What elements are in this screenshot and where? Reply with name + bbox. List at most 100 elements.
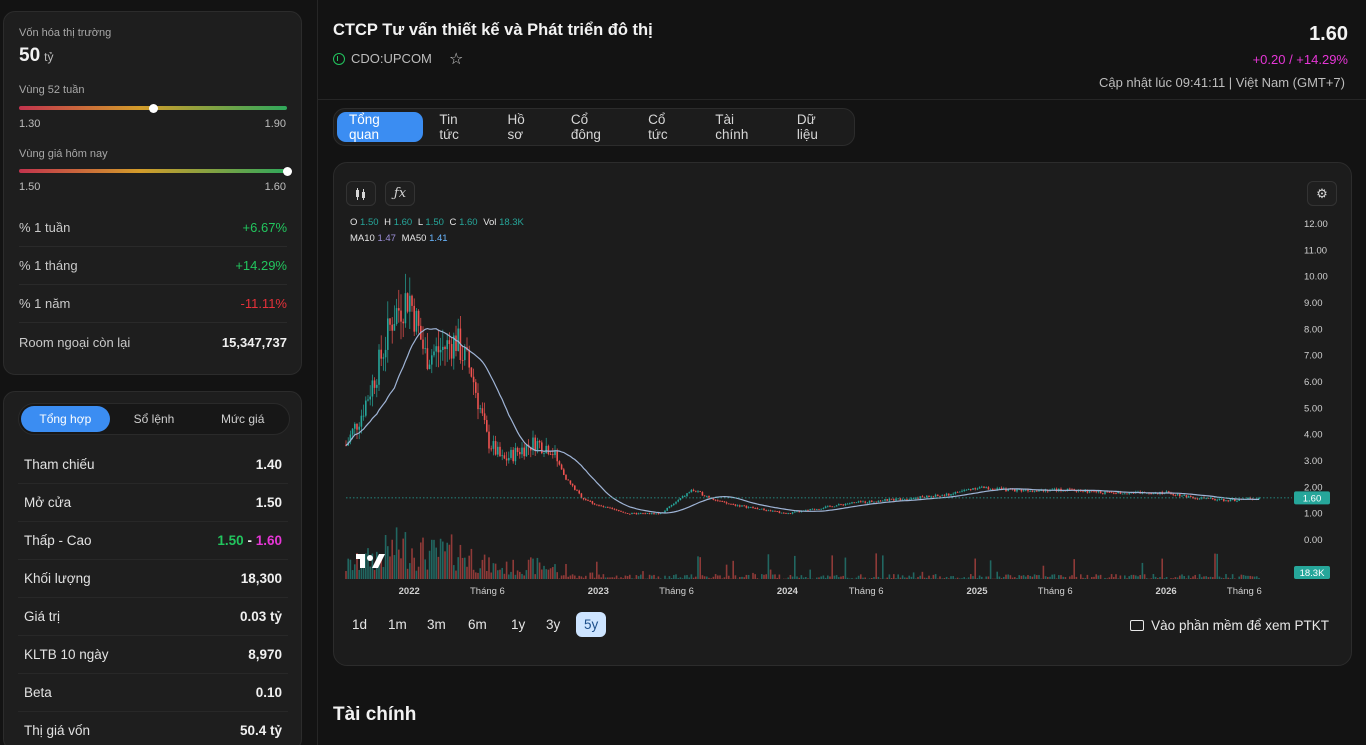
- volume-bar: [1242, 574, 1245, 579]
- volume-bar: [1152, 574, 1155, 579]
- star-icon[interactable]: ☆: [449, 51, 464, 68]
- candle-body: [655, 513, 657, 515]
- candle-body: [917, 497, 919, 499]
- candle-body: [435, 346, 437, 352]
- candle-body: [659, 513, 662, 514]
- segment-orderbook[interactable]: Sổ lệnh: [133, 412, 175, 426]
- candle-body: [574, 485, 576, 490]
- volume-bar: [391, 539, 393, 579]
- indicator-fx-icon[interactable]: ƒx: [385, 181, 415, 206]
- candle-body: [591, 501, 594, 504]
- range-5y[interactable]: 5y: [576, 612, 607, 637]
- tab-financials[interactable]: Tài chính: [715, 112, 749, 142]
- x-tick-label: Tháng 6: [659, 586, 694, 597]
- volume-bar: [1126, 578, 1128, 579]
- y-tick-label: 12.00: [1304, 219, 1328, 230]
- volume-bar: [1084, 578, 1086, 579]
- tab-dividends[interactable]: Cổ tức: [648, 112, 668, 142]
- volume-bar: [1099, 574, 1102, 579]
- volume-bar: [976, 578, 979, 579]
- volume-bar: [934, 574, 937, 579]
- trade-row-open: Mở cửa 1.50: [18, 484, 288, 522]
- range-3y[interactable]: 3y: [546, 617, 561, 632]
- segment-price-levels[interactable]: Mức giá: [220, 412, 265, 426]
- volume-bar: [1020, 575, 1023, 579]
- range-1y[interactable]: 1y: [511, 617, 526, 632]
- volume-bar: [1071, 575, 1073, 579]
- volume-bar: [941, 578, 943, 579]
- perf-row-1w: % 1 tuần +6.67%: [19, 209, 287, 247]
- trade-row-low-high: Thấp - Cao 1.50 - 1.60: [18, 522, 288, 560]
- volume-bar: [422, 537, 424, 579]
- candle-body: [547, 445, 550, 455]
- candle-body: [349, 434, 352, 442]
- candle-body: [875, 501, 877, 503]
- volume-bar: [963, 577, 965, 579]
- candle-body: [479, 408, 481, 410]
- candle-body: [1106, 491, 1108, 493]
- today-range-marker: [282, 166, 292, 176]
- trade-label: KLTB 10 ngày: [24, 647, 109, 662]
- volume-bar: [450, 534, 453, 579]
- volume-bar: [1082, 577, 1084, 579]
- candle-body: [1185, 495, 1188, 498]
- candlestick-icon[interactable]: [346, 181, 376, 206]
- candle-body: [831, 506, 833, 508]
- open-ptkt-link[interactable]: Vào phần mềm để xem PTKT: [1130, 618, 1329, 633]
- candle-body: [1117, 491, 1119, 494]
- tab-profile[interactable]: Hồ sơ: [507, 112, 525, 142]
- candle-body: [596, 504, 598, 506]
- volume-bar: [882, 555, 884, 579]
- volume-bar: [928, 575, 930, 579]
- candle-body: [1071, 488, 1073, 490]
- tab-data[interactable]: Dữ liệu: [796, 112, 818, 142]
- volume-bar: [1135, 575, 1137, 579]
- segment-summary[interactable]: Tổng hợp: [21, 406, 110, 432]
- candle-body: [532, 437, 534, 451]
- volume-bar: [547, 569, 550, 579]
- range-6m[interactable]: 6m: [468, 617, 487, 632]
- x-tick-label: 2023: [588, 586, 609, 597]
- volume-bar: [1064, 577, 1067, 579]
- range-1m[interactable]: 1m: [388, 617, 407, 632]
- candle-body: [1190, 495, 1192, 497]
- volume-bar: [519, 571, 521, 579]
- trade-row-value: Giá trị 0.03 tỷ: [18, 598, 288, 636]
- volume-bar: [1033, 574, 1036, 579]
- x-tick-label: 2026: [1156, 586, 1177, 597]
- candle-body: [1038, 490, 1040, 492]
- volume-bar: [888, 574, 891, 579]
- volume-bar: [1097, 575, 1100, 579]
- candle-body: [1174, 495, 1177, 496]
- candle-body: [838, 504, 840, 506]
- volume-bar: [921, 571, 924, 579]
- volume-bar: [1011, 577, 1014, 579]
- volume-bar: [778, 574, 781, 579]
- market-cap-value: 50 tỷ: [19, 45, 54, 66]
- volume-bar: [1130, 574, 1133, 579]
- candle-body: [1064, 490, 1067, 492]
- candle-body: [1126, 493, 1128, 495]
- candle-body: [703, 495, 706, 497]
- tab-overview[interactable]: Tổng quan: [337, 112, 424, 142]
- range52-marker: [148, 103, 158, 113]
- volume-bar: [1225, 574, 1227, 579]
- volume-bar: [719, 575, 721, 579]
- tab-news[interactable]: Tin tức: [439, 112, 459, 142]
- trade-row-beta: Beta 0.10: [18, 674, 288, 712]
- price-chart[interactable]: 12.00 11.00 10.00 9.00 8.00 7.00 6.00 5.00 4.00 3…: [334, 163, 1353, 603]
- volume-bar: [743, 577, 745, 579]
- volume-bar: [409, 563, 411, 579]
- candle-body: [1000, 487, 1003, 490]
- volume-bar: [413, 557, 415, 579]
- candle-body: [444, 346, 446, 350]
- tab-shareholders[interactable]: Cổ đông: [570, 112, 601, 142]
- volume-bar: [974, 558, 976, 579]
- volume-bar: [1194, 574, 1196, 579]
- volume-bar: [442, 541, 444, 579]
- range-1d[interactable]: 1d: [352, 617, 368, 632]
- gear-icon[interactable]: ⚙: [1307, 181, 1337, 206]
- volume-bar: [574, 575, 576, 579]
- range-3m[interactable]: 3m: [427, 617, 446, 632]
- volume-bar: [393, 555, 396, 579]
